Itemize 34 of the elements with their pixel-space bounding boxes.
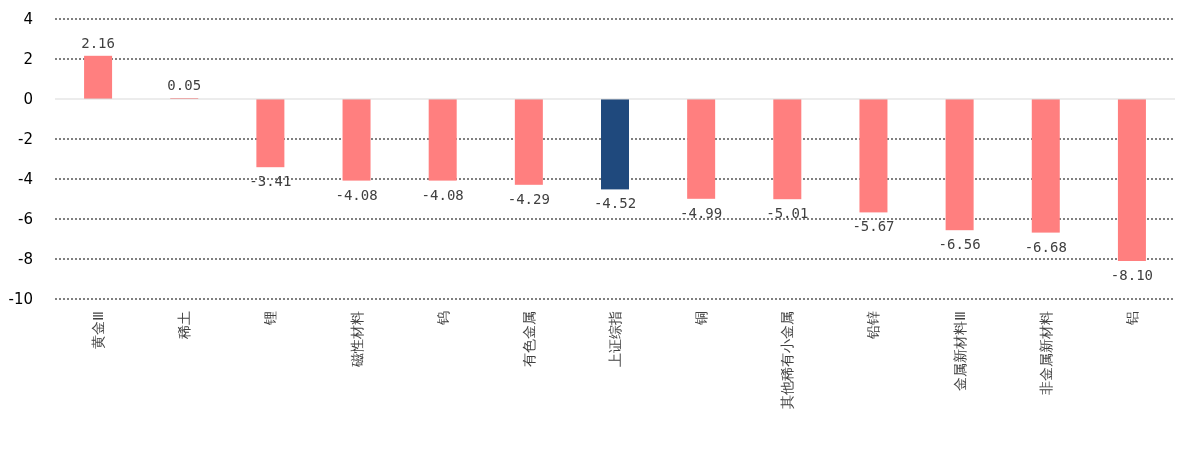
- data-label: -4.52: [593, 195, 637, 212]
- x-tick-label: 上证综指: [607, 311, 623, 367]
- data-label: -5.67: [852, 218, 895, 235]
- y-tick-label: 0: [23, 90, 33, 108]
- y-tick-label: -8: [18, 250, 33, 268]
- data-label: -4.29: [507, 190, 550, 207]
- y-tick-label: -10: [8, 290, 33, 308]
- x-tick-label: 其他稀有小金属: [779, 311, 796, 409]
- data-label: -5.01: [766, 205, 809, 222]
- data-label: -6.68: [1024, 238, 1067, 255]
- data-label: 0.05: [167, 77, 202, 93]
- x-tick-label: 有色金属: [520, 311, 537, 367]
- y-tick-label: -4: [18, 170, 33, 188]
- x-tick-label: 钨: [434, 311, 451, 326]
- data-label: -8.10: [1110, 267, 1153, 283]
- x-tick-label: 非金属新材料: [1037, 311, 1054, 395]
- data-label: -3.41: [249, 173, 292, 190]
- x-tick-label: 铜: [693, 311, 710, 326]
- data-label: -4.08: [421, 186, 464, 203]
- data-label: 2.16: [81, 34, 115, 51]
- y-tick-label: 4: [23, 10, 33, 28]
- x-tick-label: 稀土: [176, 311, 193, 339]
- x-tick-label: 铝: [1123, 311, 1140, 326]
- data-label: -4.99: [680, 204, 723, 221]
- data-label: -6.56: [938, 236, 981, 253]
- y-tick-label: 2: [23, 50, 33, 68]
- x-tick-label: 磁性材料: [348, 311, 365, 368]
- x-tick-label: 金属新材料Ⅲ: [951, 311, 968, 391]
- y-tick-label: -2: [18, 130, 33, 148]
- data-label: -4.08: [335, 186, 378, 203]
- x-tick-label: 铅锌: [865, 311, 882, 340]
- y-tick-label: -6: [18, 210, 33, 228]
- x-tick-label: 黄金Ⅲ: [90, 311, 107, 349]
- x-tick-label: 锂: [262, 311, 279, 326]
